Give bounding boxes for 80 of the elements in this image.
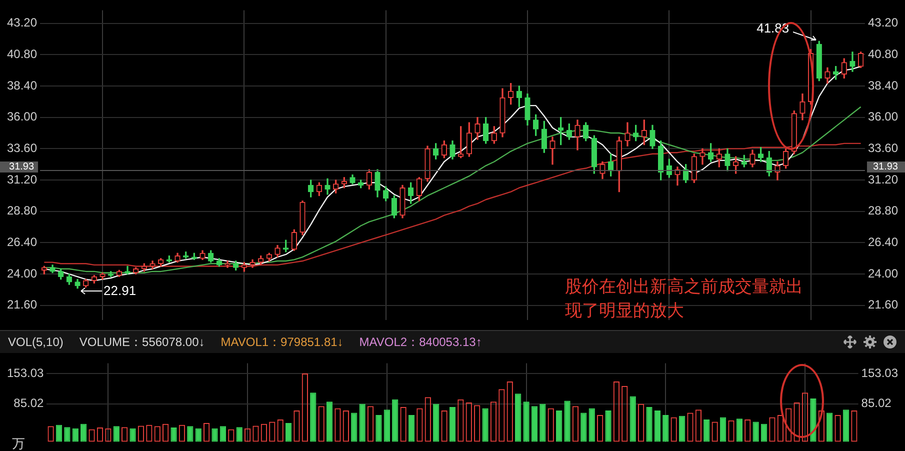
bar — [523, 402, 530, 442]
y-tick-label: 21.60 — [7, 298, 38, 312]
text: 31.93 — [872, 162, 898, 173]
y2-tick-label: 26.40 — [868, 235, 898, 250]
y-tick-label: 40.80 — [7, 46, 38, 61]
text: VOLUME：556078.00↓ — [79, 334, 205, 350]
bar — [646, 406, 652, 442]
y-tick-label: 85.02 — [14, 396, 44, 410]
bar — [556, 410, 562, 442]
bar — [588, 408, 595, 442]
y-tick-label: 153.03 — [7, 366, 44, 380]
bar — [310, 392, 316, 442]
y2-tick-label: 36.00 — [868, 110, 898, 124]
y2-tick-label: 40.80 — [868, 46, 898, 61]
bar — [56, 424, 62, 442]
y2-tick-label: 153.03 — [861, 366, 898, 380]
bar — [384, 410, 390, 442]
bar — [449, 406, 456, 442]
bar — [515, 394, 522, 442]
bar — [113, 426, 120, 442]
y2-tick-label: 85.02 — [861, 396, 892, 410]
bar — [826, 412, 833, 442]
bar — [736, 418, 742, 442]
annotation: 22.91 — [104, 282, 136, 298]
y2-tick-label: 43.20 — [868, 16, 898, 30]
bar — [580, 412, 587, 442]
y-axis-title: 万 — [12, 436, 25, 451]
y2-tick-label: 38.40 — [868, 78, 898, 92]
y-tick-label: 26.40 — [7, 235, 38, 250]
bar — [187, 426, 194, 442]
bar — [810, 398, 816, 442]
bar — [212, 428, 218, 442]
y-tick-label: 36.00 — [7, 110, 38, 124]
bar — [72, 428, 78, 442]
y-tick-label: 31.20 — [7, 172, 38, 186]
bar — [704, 419, 710, 442]
bar — [678, 416, 686, 442]
y2-tick-label: 31.20 — [868, 172, 898, 186]
bar — [392, 399, 398, 442]
bar — [130, 428, 136, 442]
y2-tick-label: 21.60 — [868, 298, 898, 312]
bar — [220, 426, 226, 442]
bar — [605, 410, 612, 442]
bar — [842, 410, 850, 442]
bar — [285, 423, 292, 442]
y2-tick-label: 24.00 — [868, 266, 898, 280]
bar — [359, 404, 366, 442]
bar — [760, 424, 768, 442]
bar — [654, 410, 661, 442]
ref-line-label: 31.93 — [9, 162, 34, 173]
bar — [376, 415, 382, 442]
bar — [531, 406, 538, 442]
y-tick-label: 28.80 — [7, 204, 38, 218]
candlestick — [850, 52, 856, 72]
bar — [540, 404, 546, 442]
y-tick-label: 43.20 — [7, 16, 38, 30]
text: MAVOL1：979851.81↓ — [220, 334, 344, 350]
bar — [170, 428, 177, 442]
y-tick-label: 38.40 — [7, 78, 38, 92]
bar — [433, 404, 440, 442]
bar — [326, 402, 333, 442]
annotation: 股价在创出新高之前成交量就出现了明显的放大 — [565, 276, 804, 321]
bar — [564, 400, 570, 442]
bar — [720, 417, 726, 442]
y-tick-label: 24.00 — [7, 266, 38, 280]
bar — [662, 415, 669, 442]
bar — [752, 422, 759, 442]
y-tick-label: 33.60 — [7, 140, 38, 155]
text: MAVOL2：840053.13↑ — [359, 334, 482, 350]
bar — [64, 427, 70, 442]
bar — [351, 412, 358, 442]
chart-title: VOL(5,10) — [8, 335, 64, 349]
bar — [195, 428, 202, 442]
bar — [630, 396, 636, 442]
bar — [408, 415, 415, 442]
y2-tick-label: 33.60 — [868, 140, 898, 155]
bar — [236, 427, 242, 442]
bar — [482, 408, 488, 442]
bar — [80, 424, 87, 442]
y2-tick-label: 28.80 — [868, 204, 898, 218]
